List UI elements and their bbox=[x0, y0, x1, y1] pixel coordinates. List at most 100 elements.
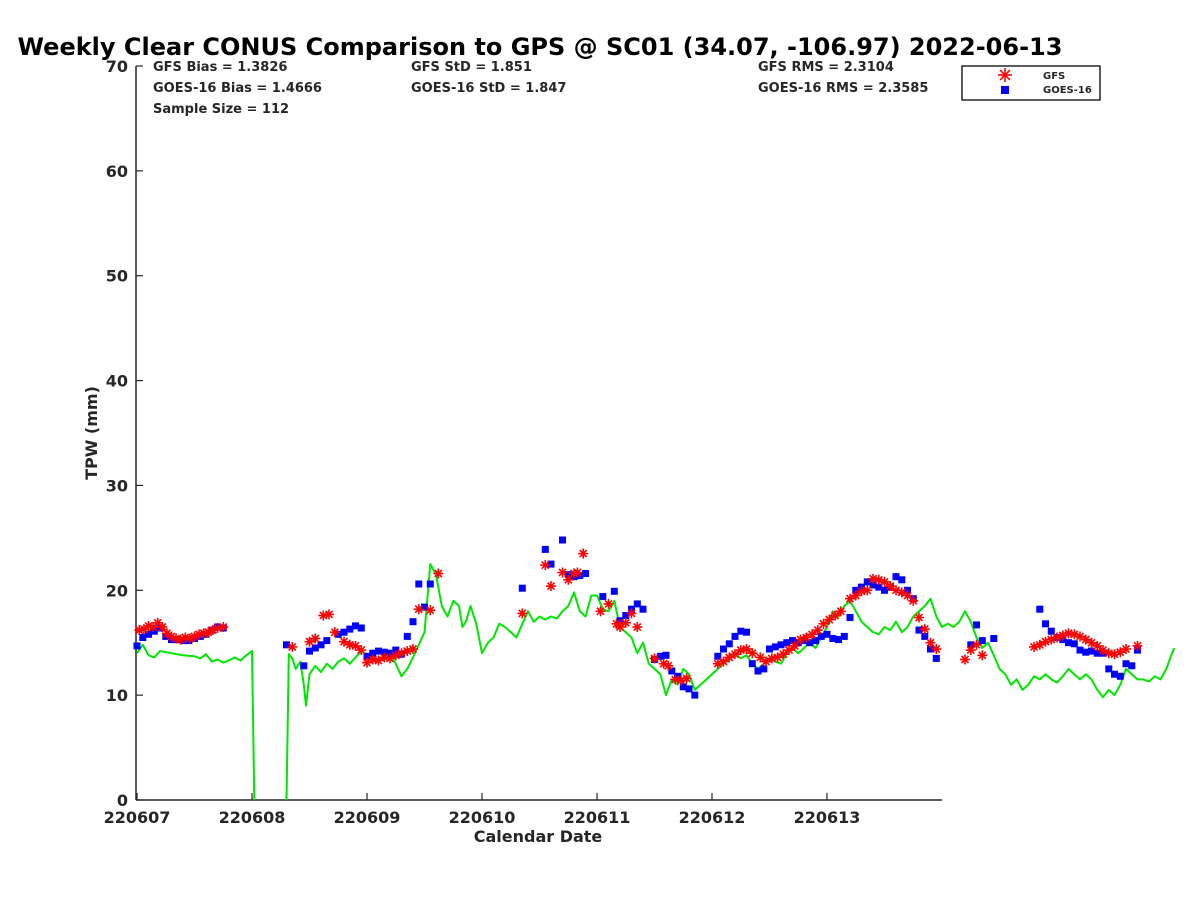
gfs-point bbox=[517, 608, 528, 619]
stat-goes-std: GOES-16 StD = 1.847 bbox=[411, 81, 566, 96]
gfs-point bbox=[960, 654, 970, 665]
goes16-point bbox=[300, 662, 308, 670]
goes16-point bbox=[1128, 662, 1136, 670]
gfs-point bbox=[615, 622, 625, 632]
goes16-point bbox=[139, 634, 147, 641]
x-tick-label: 220607 bbox=[104, 808, 171, 827]
stat-goes-bias: GOES-16 Bias = 1.4666 bbox=[153, 81, 322, 96]
stat-gfs-bias: GFS Bias = 1.3826 bbox=[153, 60, 287, 75]
goes16-point bbox=[656, 652, 664, 660]
goes16-point bbox=[1070, 640, 1078, 648]
goes16-point bbox=[875, 583, 883, 591]
y-axis-label: TPW (mm) bbox=[82, 386, 101, 480]
goes16-point bbox=[564, 571, 572, 579]
legend-goes16-marker bbox=[1001, 86, 1009, 94]
goes16-point bbox=[852, 586, 860, 594]
gfs-point bbox=[830, 610, 841, 621]
gfs-point bbox=[546, 581, 556, 592]
goes16-point bbox=[679, 683, 687, 691]
x-tick-label: 220609 bbox=[334, 808, 401, 827]
gfs-point bbox=[778, 649, 789, 660]
goes16-point bbox=[1122, 660, 1130, 668]
goes16-point bbox=[639, 605, 647, 613]
goes16-point bbox=[731, 632, 739, 640]
gfs-point bbox=[1046, 634, 1057, 645]
gfs-point bbox=[649, 653, 660, 664]
gps-series bbox=[136, 563, 1176, 801]
goes16-point bbox=[737, 627, 745, 635]
goes16-point bbox=[783, 639, 791, 647]
stat-sample-size: Sample Size = 112 bbox=[153, 102, 289, 117]
goes16-point bbox=[392, 646, 400, 654]
goes16-point bbox=[403, 632, 411, 640]
goes16-point bbox=[1076, 646, 1084, 654]
x-tick-label: 220608 bbox=[219, 808, 286, 827]
y-tick-label: 60 bbox=[106, 162, 128, 181]
goes16-point bbox=[317, 641, 325, 649]
x-tick-label: 220613 bbox=[794, 808, 861, 827]
plot-axes bbox=[135, 66, 942, 801]
goes16-point bbox=[817, 632, 825, 640]
goes16-point bbox=[357, 624, 365, 632]
goes16-point bbox=[599, 593, 607, 601]
gfs-point bbox=[287, 641, 298, 652]
gfs-point bbox=[908, 595, 919, 606]
gfs-point bbox=[789, 640, 800, 651]
goes16-point bbox=[823, 630, 831, 638]
gfs-point bbox=[812, 625, 823, 636]
goes16-point bbox=[426, 580, 434, 588]
gfs-point bbox=[784, 645, 794, 656]
goes16-point bbox=[691, 691, 699, 699]
goes16-point bbox=[748, 660, 756, 668]
goes16-point bbox=[662, 651, 670, 659]
goes16-point bbox=[369, 649, 377, 657]
goes16-point bbox=[150, 627, 158, 635]
gfs-point bbox=[965, 645, 976, 656]
gfs-point bbox=[885, 581, 896, 592]
goes16-point bbox=[559, 536, 566, 544]
gfs-point bbox=[730, 649, 740, 660]
gfs-point bbox=[681, 673, 692, 684]
gfs-point bbox=[324, 609, 334, 620]
goes16-point bbox=[1065, 639, 1072, 647]
x-tick-label: 220611 bbox=[564, 808, 631, 827]
gfs-point bbox=[862, 585, 873, 596]
gfs-point bbox=[603, 598, 614, 609]
goes16-point bbox=[840, 632, 848, 640]
goes16-point bbox=[145, 630, 152, 638]
goes16-point bbox=[133, 642, 141, 650]
goes16-point bbox=[932, 654, 940, 662]
goes16-point bbox=[1093, 649, 1101, 657]
gfs-point bbox=[850, 590, 861, 601]
goes16-point bbox=[380, 648, 388, 656]
gfs-point bbox=[663, 660, 674, 671]
gfs-point bbox=[572, 567, 583, 578]
gfs-point bbox=[879, 576, 890, 587]
goes16-point bbox=[967, 641, 975, 649]
y-tick-label: 10 bbox=[106, 686, 128, 705]
y-ticks: 0 10 20 30 40 50 60 70 bbox=[106, 57, 143, 810]
goes16-point bbox=[386, 649, 394, 657]
gfs-point bbox=[977, 650, 988, 661]
goes16-point bbox=[547, 560, 555, 568]
gfs-point bbox=[1092, 640, 1103, 651]
gfs-point bbox=[632, 622, 643, 632]
gfs-point bbox=[356, 645, 367, 656]
legend-gfs-marker bbox=[998, 68, 1012, 82]
goes16-point bbox=[978, 637, 986, 645]
gfs-series bbox=[134, 548, 1143, 686]
gfs-point bbox=[1132, 640, 1143, 651]
goes16-point bbox=[898, 576, 906, 584]
goes16-point bbox=[725, 640, 733, 648]
goes16-point bbox=[340, 628, 348, 636]
goes16-point bbox=[352, 622, 359, 630]
gfs-point bbox=[626, 608, 637, 619]
gfs-point bbox=[433, 568, 444, 579]
goes16-series bbox=[133, 536, 1141, 699]
y-tick-label: 30 bbox=[106, 476, 128, 495]
goes16-point bbox=[1042, 620, 1049, 628]
goes16-point bbox=[892, 573, 900, 581]
goes16-point bbox=[363, 652, 371, 660]
goes16-point bbox=[323, 637, 331, 645]
